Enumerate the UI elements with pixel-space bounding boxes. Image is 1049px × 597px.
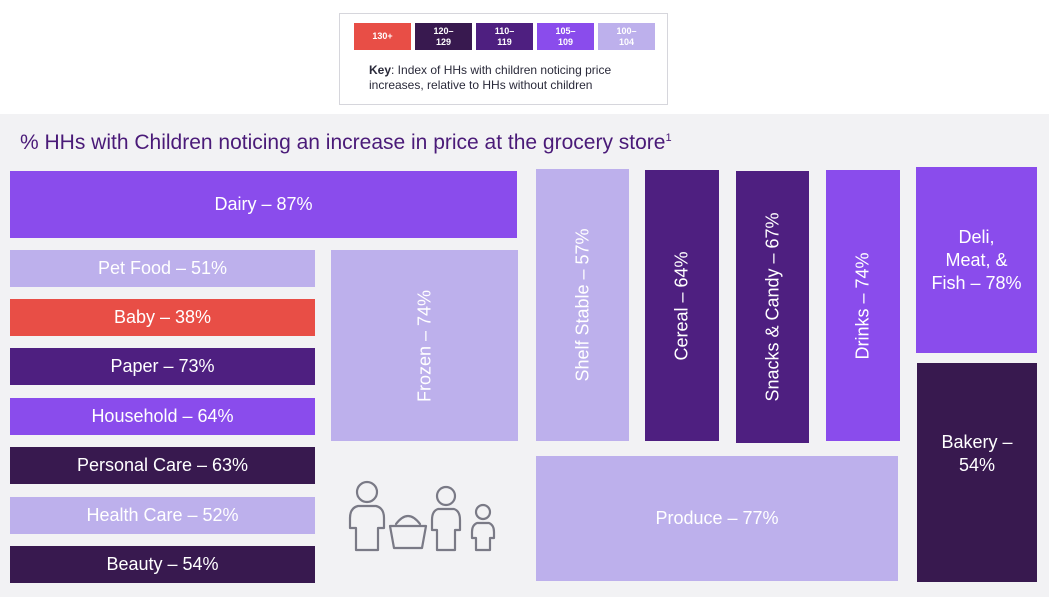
tile-baby: Baby – 38% <box>10 299 315 336</box>
tile-label: Snacks & Candy – 67% <box>762 212 782 402</box>
tile-label: Baby – 38% <box>113 307 212 327</box>
tile-label: Frozen – 74% <box>414 289 434 402</box>
tile-household: Household – 64% <box>10 398 315 435</box>
footnote-marker: 1 <box>665 132 672 144</box>
tile-produce: Produce – 77% <box>536 456 898 581</box>
tile-label: Produce – 77% <box>655 508 779 528</box>
adult-head-icon <box>435 485 457 507</box>
tile-label: Dairy – 87% <box>214 194 313 214</box>
tile-label: Drinks – 74% <box>852 251 873 360</box>
tile-label: Paper – 73% <box>110 356 215 376</box>
tile-drinks: Drinks – 74% <box>826 170 900 441</box>
legend-swatch-105-109: 105– 109 <box>537 23 594 50</box>
child-body-icon <box>470 521 496 552</box>
legend-swatch-130: 130+ <box>354 23 411 50</box>
tile-label: Pet Food – 51% <box>97 258 228 278</box>
legend-description: Key: Index of HHs with children noticing… <box>369 63 659 93</box>
tile-dairy: Dairy – 87% <box>10 171 517 238</box>
legend-key-label: Key <box>369 63 392 77</box>
chart-title: % HHs with Children noticing an increase… <box>20 131 672 155</box>
tile-label: Household – 64% <box>91 406 234 426</box>
tile-bakery: Bakery – 54% <box>917 363 1037 582</box>
tile-label: Beauty – 54% <box>106 554 219 574</box>
family-basket-icon <box>348 480 496 552</box>
chart-title-text: % HHs with Children noticing an increase… <box>20 131 666 154</box>
tile-frozen: Frozen – 74% <box>331 250 518 441</box>
tile-label: Personal Care – 63% <box>76 455 249 475</box>
tile-personal-care: Personal Care – 63% <box>10 447 315 484</box>
tile-label: Health Care – 52% <box>86 505 239 525</box>
tile-snacks-candy: Snacks & Candy – 67% <box>736 171 809 443</box>
tile-pet-food: Pet Food – 51% <box>10 250 315 287</box>
tile-label: Cereal – 64% <box>671 250 692 361</box>
tile-cereal: Cereal – 64% <box>645 170 719 441</box>
legend-key-text: : Index of HHs with children noticing pr… <box>369 63 612 92</box>
adult-head-icon <box>355 480 379 504</box>
tile-shelf-stable: Shelf Stable – 57% <box>536 169 629 441</box>
legend-swatch-120-129: 120– 129 <box>415 23 472 50</box>
adult-body-icon <box>348 504 386 552</box>
legend-key: 130+ 120– 129 110– 119 105– 109 100– 104… <box>339 13 668 105</box>
basket-icon <box>388 524 428 550</box>
tile-beauty: Beauty – 54% <box>10 546 315 583</box>
adult-body-icon <box>430 507 462 552</box>
tile-label: Bakery – 54% <box>941 431 1013 475</box>
tile-health-care: Health Care – 52% <box>10 497 315 534</box>
child-head-icon <box>474 503 492 521</box>
tile-deli-meat-fish: Deli, Meat, & Fish – 78% <box>916 167 1037 353</box>
tile-paper: Paper – 73% <box>10 348 315 385</box>
legend-swatch-100-104: 100– 104 <box>598 23 655 50</box>
legend-swatch-110-119: 110– 119 <box>476 23 533 50</box>
basket-handle-icon <box>394 514 422 526</box>
tile-label: Deli, Meat, & Fish – 78% <box>931 226 1022 293</box>
tile-label: Shelf Stable – 57% <box>572 228 592 382</box>
